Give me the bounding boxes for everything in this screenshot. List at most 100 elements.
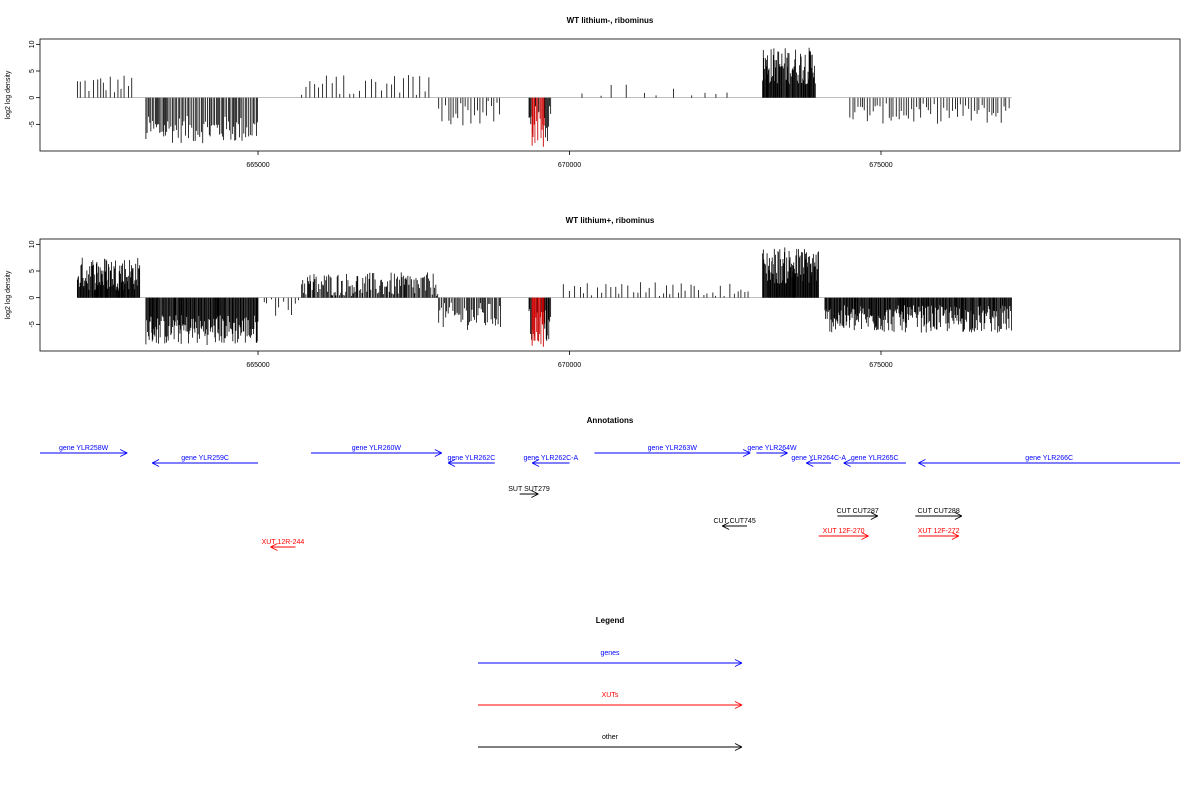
annotation-gene: gene YLR264C-A xyxy=(791,455,846,467)
feature-label: gene YLR258W xyxy=(59,445,109,452)
plot-frame xyxy=(39,238,1181,352)
y-tick-label: 5 xyxy=(29,69,36,73)
arrow-head xyxy=(742,449,751,454)
arrow-head xyxy=(843,459,851,464)
arrow-head xyxy=(434,449,443,454)
x-axis: 665000 670000 675000 xyxy=(246,351,893,369)
legend-item-xut: XUTs xyxy=(478,692,743,709)
annotation-gene: gene YLR260W xyxy=(310,445,443,457)
arrow-head xyxy=(806,462,814,467)
legend-item-other: other xyxy=(478,734,743,751)
feature-label: XUT 12F-272 xyxy=(918,528,960,535)
feature-label: CUT CUT287 xyxy=(836,508,878,515)
arrow-head xyxy=(780,449,788,454)
feature-label: gene YLR264W xyxy=(747,445,797,452)
track-title: WT lithium-, ribominus xyxy=(567,16,654,25)
y-axis: 10 5 0 -5 xyxy=(29,240,40,327)
arrow-head xyxy=(734,746,743,751)
arrow-head xyxy=(531,462,540,467)
annotation-other: CUT CUT288 xyxy=(915,508,963,520)
track-lithium-minus: WT lithium-, ribominus log2 log density … xyxy=(5,16,1181,169)
annotation-gene: gene YLR262C xyxy=(447,455,496,467)
arrow-head xyxy=(151,459,160,464)
x-tick-label: 675000 xyxy=(869,362,892,369)
annotation-features: gene YLR258W gene YLR259C gene YLR260W gene… xyxy=(40,445,1180,551)
legend-title: Legend xyxy=(596,616,625,625)
arrow-head xyxy=(120,452,128,457)
feature-label: gene YLR266C xyxy=(1025,455,1073,462)
feature-label: gene YLR263W xyxy=(648,445,698,452)
feature-label: XUT 12F-270 xyxy=(823,528,865,535)
arrow-head xyxy=(954,515,963,520)
feature-label: gene YLR264C-A xyxy=(791,455,846,462)
arrow-head xyxy=(742,452,751,457)
plot-frame xyxy=(39,38,1181,152)
annotation-gene: gene YLR264W xyxy=(747,445,797,457)
arrow-head xyxy=(918,462,926,467)
annotation-gene: gene YLR262C-A xyxy=(523,455,579,467)
arrow-head xyxy=(951,535,960,540)
arrow-head xyxy=(734,704,743,709)
arrow-head xyxy=(780,452,788,457)
arrow-head xyxy=(954,512,963,517)
y-tick-label: 10 xyxy=(29,240,36,248)
feature-label: CUT CUT288 xyxy=(917,508,959,515)
signal-bars xyxy=(76,47,1010,147)
feature-label: gene YLR262C xyxy=(448,455,496,462)
feature-label: gene YLR265C xyxy=(851,455,899,462)
x-tick-label: 675000 xyxy=(869,162,892,169)
annotation-xut: XUT 12F-272 xyxy=(918,528,960,540)
feature-label: SUT SUT279 xyxy=(508,486,550,493)
arrow-head xyxy=(531,490,539,495)
arrow-head xyxy=(721,522,730,527)
annotation-gene: gene YLR266C xyxy=(918,455,1180,467)
arrow-head xyxy=(270,546,278,551)
arrow-head xyxy=(734,743,743,748)
feature-label: XUT 12R-244 xyxy=(262,539,305,546)
feature-label: gene YLR262C-A xyxy=(523,455,578,462)
x-tick-label: 670000 xyxy=(558,362,581,369)
x-tick-label: 665000 xyxy=(246,362,269,369)
y-tick-label: 0 xyxy=(29,96,36,100)
annotation-xut: XUT 12R-244 xyxy=(262,539,305,551)
track-title: WT lithium+, ribominus xyxy=(566,216,655,225)
arrow-head xyxy=(870,515,879,520)
arrow-head xyxy=(734,659,743,664)
legend-label: genes xyxy=(600,650,620,657)
annotation-xut: XUT 12F-270 xyxy=(818,528,869,540)
y-tick-label: 0 xyxy=(29,296,36,300)
x-axis: 665000 670000 675000 xyxy=(246,151,893,169)
annotation-gene: gene YLR265C xyxy=(843,455,906,467)
arrow-head xyxy=(861,532,869,537)
feature-label: CUT CUT745 xyxy=(713,518,755,525)
y-tick-label: 10 xyxy=(29,40,36,48)
arrow-head xyxy=(270,543,278,548)
annotation-other: CUT CUT745 xyxy=(713,518,756,530)
annotations-title: Annotations xyxy=(587,416,634,425)
legend: Legend genes XUTs other xyxy=(478,616,743,751)
arrow-head xyxy=(531,493,539,498)
arrow-head xyxy=(447,459,456,464)
x-tick-label: 665000 xyxy=(246,162,269,169)
annotation-gene: gene YLR263W xyxy=(594,445,751,457)
arrow-head xyxy=(120,449,128,454)
arrow-head xyxy=(951,532,960,537)
legend-entries: genes XUTs other xyxy=(478,650,743,751)
y-tick-label: -5 xyxy=(29,121,36,127)
arrow-head xyxy=(734,701,743,706)
y-tick-label: -5 xyxy=(29,321,36,327)
legend-label: XUTs xyxy=(602,692,619,699)
arrow-head xyxy=(734,662,743,667)
arrow-head xyxy=(721,525,730,530)
annotation-gene: gene YLR259C xyxy=(151,455,259,467)
arrow-head xyxy=(806,459,814,464)
arrow-head xyxy=(918,459,926,464)
y-axis: 10 5 0 -5 xyxy=(29,40,40,127)
arrow-head xyxy=(843,462,851,467)
y-axis-label: log2 log density xyxy=(5,270,12,319)
arrow-head xyxy=(861,535,869,540)
feature-label: gene YLR259C xyxy=(181,455,229,462)
y-tick-label: 5 xyxy=(29,269,36,273)
track-lithium-plus: WT lithium+, ribominus log2 log density … xyxy=(5,216,1181,369)
